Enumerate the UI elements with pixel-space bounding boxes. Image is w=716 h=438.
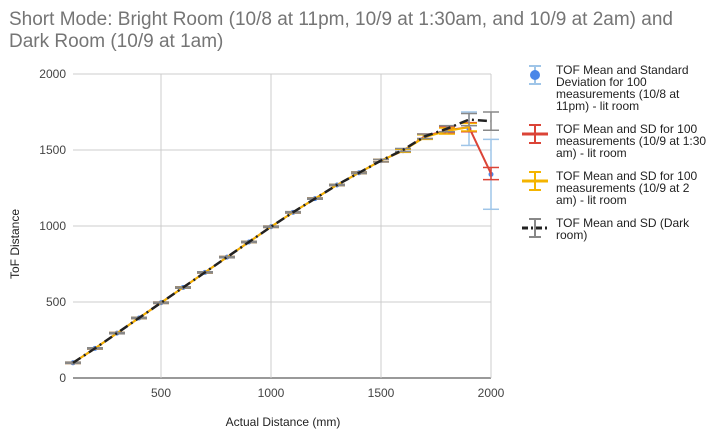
- legend-item-3: TOF Mean and SD for 100 measurements (10…: [520, 170, 710, 206]
- legend-swatch: [522, 218, 548, 238]
- chart-legend: TOF Mean and Standard Deviation for 100 …: [520, 64, 710, 252]
- legend-item-1: TOF Mean and Standard Deviation for 100 …: [520, 64, 710, 112]
- legend-label: TOF Mean and Standard Deviation for 100 …: [556, 63, 689, 113]
- legend-swatch: [522, 124, 548, 144]
- y-axis-label: ToF Distance: [8, 209, 22, 279]
- legend-item-2: TOF Mean and SD for 100 measurements (10…: [520, 123, 710, 159]
- series-2: [65, 121, 499, 365]
- legend-swatch: [529, 65, 541, 85]
- series-group: [65, 111, 499, 366]
- tick-labels: 0 500 1000 1500 2000 500 1000 1500 2000: [39, 67, 504, 400]
- x-axis-label: Actual Distance (mm): [226, 415, 341, 429]
- series-line: [72, 126, 492, 364]
- grid-lines: [73, 73, 492, 379]
- x-tick-label: 500: [151, 386, 171, 400]
- y-tick-label: 1000: [39, 219, 66, 233]
- y-tick-label: 0: [59, 371, 66, 385]
- legend-item-4: TOF Mean and SD (Dark room): [520, 217, 710, 241]
- x-tick-label: 1000: [258, 386, 285, 400]
- x-tick-label: 2000: [478, 386, 505, 400]
- series-line: [72, 118, 492, 364]
- y-tick-label: 1500: [39, 143, 66, 157]
- x-tick-label: 1500: [368, 386, 395, 400]
- legend-label: TOF Mean and SD for 100 measurements (10…: [556, 169, 698, 207]
- legend-label: TOF Mean and SD (Dark room): [556, 216, 690, 242]
- y-tick-label: 500: [46, 295, 66, 309]
- series-4: [65, 111, 499, 365]
- chart-title: Short Mode: Bright Room (10/8 at 11pm, 1…: [9, 9, 673, 52]
- y-tick-label: 2000: [39, 67, 66, 81]
- legend-swatch: [522, 171, 548, 191]
- legend-label: TOF Mean and SD for 100 measurements (10…: [556, 122, 707, 160]
